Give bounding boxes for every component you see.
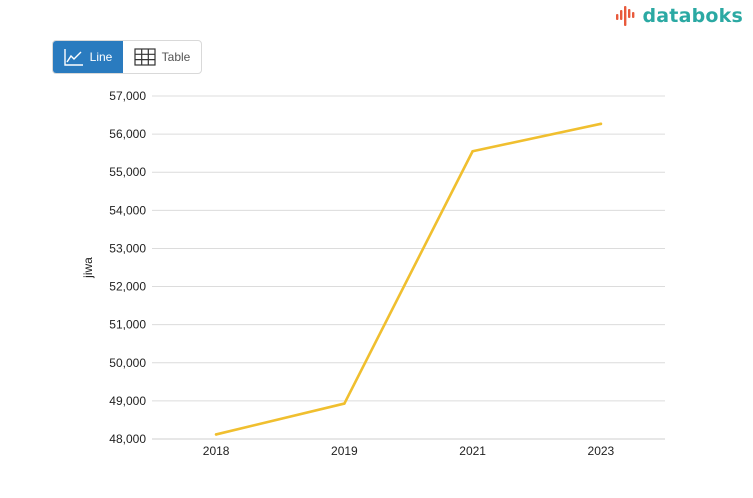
table-view-button[interactable]: Table (123, 41, 201, 73)
table-grid-icon (134, 48, 156, 66)
y-axis-title: jiwa (81, 257, 95, 279)
x-tick-label: 2018 (203, 444, 230, 458)
view-toggle: Line Table (52, 40, 202, 74)
logo-text: databoks (642, 5, 743, 27)
data-point (599, 122, 603, 126)
x-tick-label: 2023 (588, 444, 615, 458)
y-tick-label: 52,000 (109, 280, 146, 294)
y-tick-label: 48,000 (109, 432, 146, 446)
y-tick-label: 57,000 (109, 89, 146, 103)
line-view-button[interactable]: Line (53, 41, 123, 73)
series-line (214, 122, 603, 436)
y-tick-label: 56,000 (109, 127, 146, 141)
x-tick-label: 2019 (331, 444, 358, 458)
y-tick-label: 53,000 (109, 241, 146, 255)
y-tick-label: 51,000 (109, 318, 146, 332)
line-chart-icon (63, 49, 83, 66)
x-tick-label: 2021 (459, 444, 486, 458)
data-point (471, 149, 474, 153)
y-tick-label: 55,000 (109, 165, 146, 179)
line-view-label: Line (89, 50, 113, 64)
y-tick-label: 49,000 (109, 394, 146, 408)
logo-bars-icon (616, 6, 635, 26)
data-point (214, 433, 218, 436)
table-view-label: Table (161, 50, 191, 64)
databoks-logo: databoks (615, 4, 743, 28)
y-tick-label: 50,000 (109, 356, 146, 370)
y-tick-label: 54,000 (109, 203, 146, 217)
data-point (343, 402, 346, 405)
